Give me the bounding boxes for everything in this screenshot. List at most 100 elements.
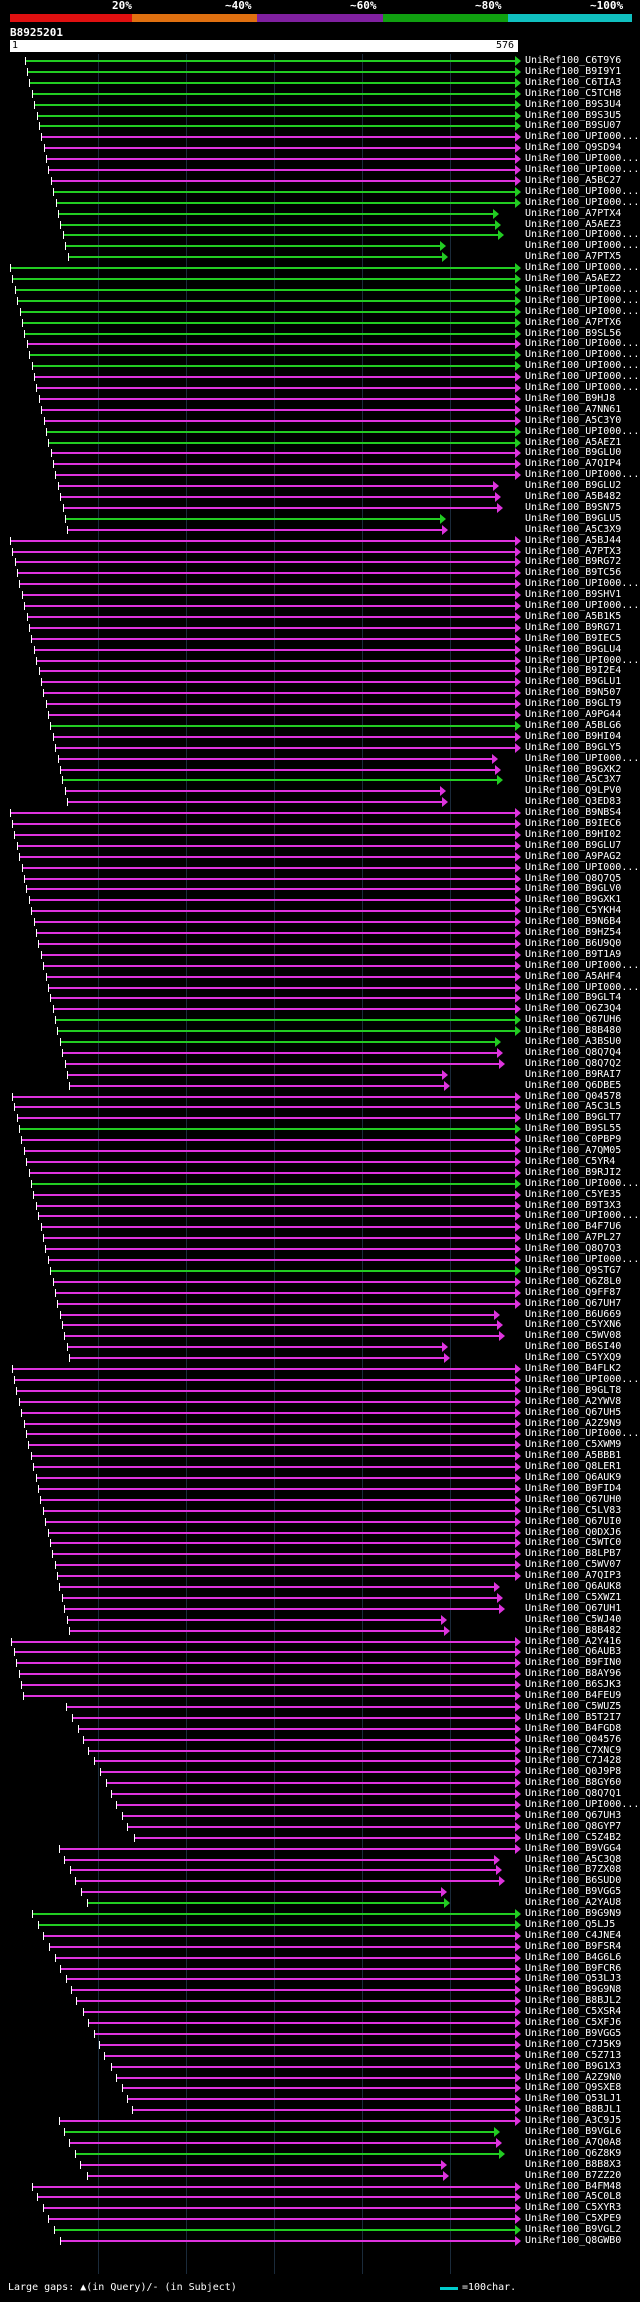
hit-row[interactable]: UniRef100_Q0J9P8	[0, 1766, 640, 1778]
hit-label[interactable]: UniRef100_C6T9Y6	[525, 55, 622, 66]
hit-row[interactable]: UniRef100_UPI000...	[0, 1428, 640, 1440]
hit-label[interactable]: UniRef100_A5C3X9	[525, 523, 622, 535]
hit-row[interactable]: UniRef100_C5YE35	[0, 1189, 640, 1200]
hit-row[interactable]: UniRef100_A5BLG6	[0, 720, 640, 731]
hit-row[interactable]: UniRef100_A5C3Q8	[0, 1854, 640, 1865]
hit-label[interactable]: UniRef100_C7J428	[525, 1755, 622, 1767]
hit-label[interactable]: UniRef100_B4FGD8	[525, 1722, 622, 1734]
hit-row[interactable]: UniRef100_UPI000...	[0, 295, 640, 306]
hit-row[interactable]: UniRef100_Q67UH0	[0, 1494, 640, 1505]
hit-label[interactable]: UniRef100_Q6AUK8	[525, 1581, 622, 1592]
hit-row[interactable]: UniRef100_B9VGL6	[0, 2126, 640, 2137]
hit-row[interactable]: UniRef100_B9FCR6	[0, 1963, 640, 1974]
hit-label[interactable]: UniRef100_B9RG71	[525, 621, 622, 633]
hit-label[interactable]: UniRef100_UPI000...	[525, 578, 640, 590]
hit-label[interactable]: UniRef100_B9IEC6	[525, 818, 622, 829]
hit-row[interactable]: UniRef100_B9G9N8	[0, 1984, 640, 1996]
hit-label[interactable]: UniRef100_B9I9Y1	[525, 65, 622, 77]
hit-label[interactable]: UniRef100_B9HI04	[525, 730, 622, 742]
hit-label[interactable]: UniRef100_Q8GWB0	[525, 2235, 622, 2246]
hit-label[interactable]: UniRef100_A5BJ44	[525, 534, 622, 546]
hit-row[interactable]: UniRef100_Q9SXE8	[0, 2082, 640, 2094]
hit-label[interactable]: UniRef100_UPI000...	[525, 131, 640, 143]
hit-row[interactable]: UniRef100_B9RG72	[0, 556, 640, 568]
hit-label[interactable]: UniRef100_UPI000...	[525, 1254, 640, 1265]
hit-label[interactable]: UniRef100_B9G1X3	[525, 2060, 622, 2072]
hit-row[interactable]: UniRef100_B4FGD8	[0, 1722, 640, 1734]
hit-row[interactable]: UniRef100_B9G9N9	[0, 1908, 640, 1919]
hit-row[interactable]: UniRef100_A5C3X7	[0, 774, 640, 786]
hit-row[interactable]: UniRef100_A5BC27	[0, 175, 640, 186]
hit-row[interactable]: UniRef100_B9TC56	[0, 567, 640, 579]
hit-row[interactable]: UniRef100_B9HZ54	[0, 927, 640, 938]
hit-label[interactable]: UniRef100_B9SU07	[525, 120, 622, 132]
hit-label[interactable]: UniRef100_A5C0L8	[525, 2191, 622, 2203]
hit-row[interactable]: UniRef100_A5B1K5	[0, 611, 640, 622]
hit-row[interactable]: UniRef100_UPI000...	[0, 283, 640, 295]
hit-label[interactable]: UniRef100_C5Z4B2	[525, 1831, 622, 1843]
hit-row[interactable]: UniRef100_B4FM48	[0, 2181, 640, 2192]
hit-label[interactable]: UniRef100_B6SI40	[525, 1341, 622, 1353]
hit-label[interactable]: UniRef100_C7J5K9	[525, 2038, 622, 2050]
hit-row[interactable]: UniRef100_C5WUZ5	[0, 1701, 640, 1712]
hit-row[interactable]: UniRef100_A2Y416	[0, 1635, 640, 1647]
hit-row[interactable]: UniRef100_C5YXN6	[0, 1319, 640, 1331]
hit-label[interactable]: UniRef100_C5LV83	[525, 1504, 622, 1516]
hit-label[interactable]: UniRef100_A5AEZ1	[525, 436, 622, 448]
hit-label[interactable]: UniRef100_UPI000...	[525, 164, 640, 175]
hit-row[interactable]: UniRef100_Q5LJ5	[0, 1919, 640, 1930]
hit-row[interactable]: UniRef100_C5YXQ9	[0, 1352, 640, 1364]
hit-row[interactable]: UniRef100_Q3ED83	[0, 796, 640, 808]
hit-row[interactable]: UniRef100_UPI000...	[0, 1374, 640, 1385]
hit-row[interactable]: UniRef100_Q6AUK8	[0, 1581, 640, 1592]
hit-label[interactable]: UniRef100_B5T2I7	[525, 1711, 622, 1723]
hit-row[interactable]: UniRef100_C5WV08	[0, 1330, 640, 1342]
hit-row[interactable]: UniRef100_B9RG71	[0, 621, 640, 633]
hit-label[interactable]: UniRef100_Q67UH6	[525, 1014, 622, 1026]
hit-row[interactable]: UniRef100_B7ZX08	[0, 1864, 640, 1876]
hit-label[interactable]: UniRef100_A2YAU8	[525, 1897, 622, 1909]
hit-row[interactable]: UniRef100_UPI000...	[0, 1254, 640, 1265]
hit-row[interactable]: UniRef100_UPI000...	[0, 578, 640, 590]
hit-label[interactable]: UniRef100_A5AEZ2	[525, 273, 622, 284]
hit-label[interactable]: UniRef100_UPI000...	[525, 1428, 640, 1440]
hit-label[interactable]: UniRef100_Q9SXE8	[525, 2082, 622, 2094]
hit-label[interactable]: UniRef100_B9GLV0	[525, 883, 622, 895]
hit-row[interactable]: UniRef100_Q8Q7Q1	[0, 1788, 640, 1800]
hit-label[interactable]: UniRef100_UPI000...	[525, 283, 640, 295]
hit-row[interactable]: UniRef100_B9GXK2	[0, 764, 640, 775]
hit-row[interactable]: UniRef100_B6SUD0	[0, 1875, 640, 1887]
hit-row[interactable]: UniRef100_B9GLV0	[0, 883, 640, 895]
hit-label[interactable]: UniRef100_A2Y416	[525, 1635, 622, 1647]
hit-row[interactable]: UniRef100_UPI000...	[0, 982, 640, 993]
hit-row[interactable]: UniRef100_A5AEZ2	[0, 273, 640, 284]
hit-row[interactable]: UniRef100_B9GLU1	[0, 676, 640, 688]
hit-label[interactable]: UniRef100_B8BJL2	[525, 1995, 622, 2007]
hit-row[interactable]: UniRef100_C5XSR4	[0, 2006, 640, 2018]
hit-row[interactable]: UniRef100_Q6Z8K9	[0, 2148, 640, 2159]
hit-label[interactable]: UniRef100_B8GY60	[525, 1777, 622, 1789]
hit-label[interactable]: UniRef100_Q8Q7Q3	[525, 1243, 622, 1255]
hit-row[interactable]: UniRef100_C5Z713	[0, 2050, 640, 2061]
hit-label[interactable]: UniRef100_B6U9Q0	[525, 937, 622, 949]
hit-row[interactable]: UniRef100_B9I9Y1	[0, 65, 640, 77]
hit-row[interactable]: UniRef100_B9IEC6	[0, 818, 640, 829]
hit-row[interactable]: UniRef100_A5B482	[0, 491, 640, 502]
hit-row[interactable]: UniRef100_B6U669	[0, 1309, 640, 1320]
hit-label[interactable]: UniRef100_A2Z9N0	[525, 2071, 622, 2083]
hit-label[interactable]: UniRef100_B9SHV1	[525, 589, 622, 601]
hit-row[interactable]: UniRef100_B8LPB7	[0, 1548, 640, 1560]
hit-label[interactable]: UniRef100_Q8GYP7	[525, 1820, 622, 1832]
hit-row[interactable]: UniRef100_B9SN75	[0, 502, 640, 513]
hit-row[interactable]: UniRef100_B9SL55	[0, 1123, 640, 1135]
hit-row[interactable]: UniRef100_C7J5K9	[0, 2038, 640, 2050]
hit-label[interactable]: UniRef100_Q8Q7Q5	[525, 872, 622, 884]
hit-row[interactable]: UniRef100_UPI000...	[0, 382, 640, 393]
hit-label[interactable]: UniRef100_UPI000...	[525, 654, 640, 666]
hit-row[interactable]: UniRef100_UPI000...	[0, 306, 640, 317]
hit-label[interactable]: UniRef100_Q67UH1	[525, 1602, 622, 1614]
hit-row[interactable]: UniRef100_Q6AUK9	[0, 1472, 640, 1483]
hit-label[interactable]: UniRef100_A5C3L5	[525, 1101, 622, 1113]
hit-label[interactable]: UniRef100_B9VGG5	[525, 2027, 622, 2039]
hit-label[interactable]: UniRef100_C5XWM9	[525, 1439, 622, 1451]
